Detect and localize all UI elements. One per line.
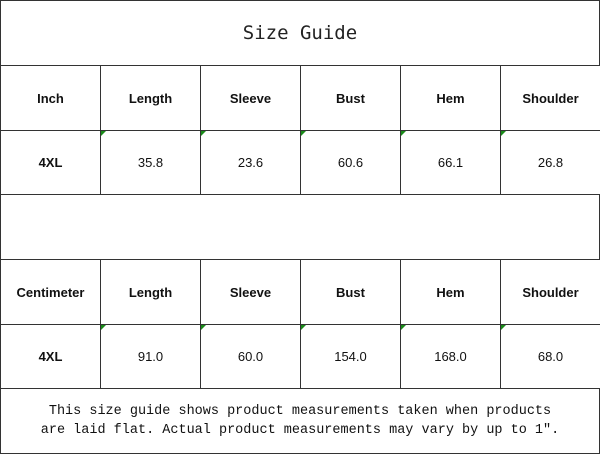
- comment-marker-icon: [201, 131, 206, 136]
- unit-header-text: Centimeter: [16, 284, 85, 300]
- measurement-cell: 68.0: [500, 324, 600, 389]
- unit-header: Inch: [0, 65, 101, 131]
- measurement-cell: 91.0: [100, 324, 201, 389]
- column-header-text: Length: [128, 90, 173, 106]
- measurement-cell-text: 68.0: [537, 349, 564, 364]
- comment-marker-icon: [501, 131, 506, 136]
- comment-marker-icon: [301, 131, 306, 136]
- column-header-text: Sleeve: [229, 90, 272, 106]
- title-cell: Size Guide: [0, 0, 600, 66]
- size-label: 4XL: [0, 130, 101, 195]
- measurement-cell: 66.1: [400, 130, 501, 195]
- column-header-text: Hem: [436, 90, 465, 106]
- column-header: Hem: [400, 65, 501, 131]
- measurement-cell-text: 35.8: [137, 155, 164, 170]
- note-line-1: This size guide shows product measuremen…: [48, 404, 552, 419]
- column-header: Shoulder: [500, 259, 600, 325]
- measurement-cell-text: 23.6: [237, 155, 264, 170]
- comment-marker-icon: [101, 325, 106, 330]
- measurement-cell-text: 154.0: [334, 349, 367, 364]
- column-header: Bust: [300, 65, 401, 131]
- column-header: Shoulder: [500, 65, 600, 131]
- column-header-text: Shoulder: [522, 284, 579, 300]
- measurement-cell-text: 91.0: [137, 349, 164, 364]
- comment-marker-icon: [301, 325, 306, 330]
- comment-marker-icon: [501, 325, 506, 330]
- size-label-text: 4XL: [38, 349, 63, 364]
- column-header-text: Bust: [336, 284, 365, 300]
- measurement-cell: 26.8: [500, 130, 600, 195]
- comment-marker-icon: [101, 131, 106, 136]
- comment-marker-icon: [401, 325, 406, 330]
- measurement-cell: 23.6: [200, 130, 301, 195]
- measurement-cell: 168.0: [400, 324, 501, 389]
- comment-marker-icon: [201, 325, 206, 330]
- measurement-cell: 60.0: [200, 324, 301, 389]
- comment-marker-icon: [401, 131, 406, 136]
- measurement-cell-text: 66.1: [437, 155, 464, 170]
- measurement-cell-text: 168.0: [434, 349, 467, 364]
- column-header: Length: [100, 65, 201, 131]
- size-label-text: 4XL: [38, 155, 63, 170]
- column-header-text: Bust: [336, 90, 365, 106]
- spacer-row: [0, 194, 600, 260]
- column-header-text: Sleeve: [229, 284, 272, 300]
- column-header-text: Length: [128, 284, 173, 300]
- measurement-cell: 154.0: [300, 324, 401, 389]
- measurement-cell-text: 26.8: [537, 155, 564, 170]
- column-header: Length: [100, 259, 201, 325]
- measurement-cell: 60.6: [300, 130, 401, 195]
- column-header: Sleeve: [200, 259, 301, 325]
- unit-header: Centimeter: [0, 259, 101, 325]
- column-header: Hem: [400, 259, 501, 325]
- column-header: Sleeve: [200, 65, 301, 131]
- note-cell: This size guide shows product measuremen…: [0, 388, 600, 454]
- column-header: Bust: [300, 259, 401, 325]
- size-label: 4XL: [0, 324, 101, 389]
- size-guide-title: Size Guide: [242, 22, 358, 44]
- measurement-cell-text: 60.0: [237, 349, 264, 364]
- measurement-cell: 35.8: [100, 130, 201, 195]
- note-line-2: are laid flat. Actual product measuremen…: [40, 423, 560, 438]
- unit-header-text: Inch: [37, 90, 64, 106]
- column-header-text: Hem: [436, 284, 465, 300]
- column-header-text: Shoulder: [522, 90, 579, 106]
- measurement-cell-text: 60.6: [337, 155, 364, 170]
